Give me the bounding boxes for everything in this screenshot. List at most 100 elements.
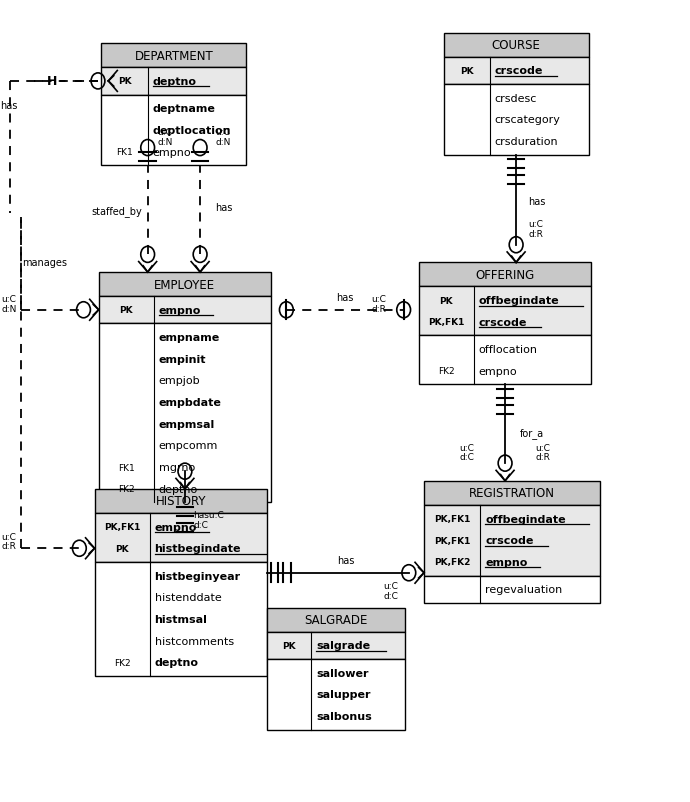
Bar	[267, 608, 405, 632]
Text: FK2: FK2	[438, 367, 455, 376]
Text: histcomments: histcomments	[155, 636, 234, 646]
Text: HISTORY: HISTORY	[155, 495, 206, 508]
Text: PK: PK	[440, 296, 453, 306]
Text: d:C: d:C	[460, 452, 475, 462]
Bar	[267, 632, 405, 659]
Text: offbegindate: offbegindate	[485, 514, 566, 524]
Bar	[95, 562, 267, 676]
Text: d:R: d:R	[1, 541, 17, 551]
Text: crsduration: crsduration	[495, 137, 558, 147]
Bar	[444, 34, 589, 58]
Text: empjob: empjob	[159, 376, 200, 386]
Text: hasu:C: hasu:C	[193, 510, 224, 520]
Text: histbegindate: histbegindate	[155, 544, 241, 553]
Text: u:C: u:C	[215, 128, 230, 137]
Bar	[419, 336, 591, 385]
Text: crscode: crscode	[479, 318, 527, 327]
Text: PK: PK	[115, 544, 129, 553]
Text: u:C: u:C	[1, 532, 17, 541]
Bar	[424, 481, 600, 505]
Bar	[99, 324, 271, 503]
Text: for_a: for_a	[520, 427, 544, 439]
Text: empmsal: empmsal	[159, 419, 215, 429]
Text: deptlocation: deptlocation	[152, 126, 231, 136]
Text: has: has	[0, 101, 17, 111]
Text: empno: empno	[152, 148, 191, 157]
Text: empinit: empinit	[159, 354, 206, 364]
Bar	[101, 44, 246, 68]
Text: u:C: u:C	[371, 294, 386, 304]
Text: u:C: u:C	[529, 220, 544, 229]
Text: FK2: FK2	[118, 484, 135, 494]
Text: crsdesc: crsdesc	[495, 94, 538, 103]
Text: salupper: salupper	[316, 690, 371, 699]
Text: PK,FK2: PK,FK2	[434, 557, 471, 567]
Text: empcomm: empcomm	[159, 441, 218, 451]
Text: empno: empno	[159, 306, 201, 315]
Text: deptname: deptname	[152, 104, 215, 114]
Text: u:C: u:C	[157, 128, 172, 137]
Text: u:C: u:C	[384, 581, 398, 590]
Text: has: has	[337, 555, 354, 565]
Text: crscode: crscode	[495, 67, 543, 76]
Text: d:N: d:N	[157, 137, 172, 147]
Bar	[424, 505, 600, 576]
Text: histmsal: histmsal	[155, 614, 208, 624]
Bar	[419, 263, 591, 287]
Text: d:N: d:N	[215, 137, 230, 147]
Text: SALGRADE: SALGRADE	[304, 614, 368, 626]
Text: d:C: d:C	[384, 591, 398, 600]
Bar	[95, 513, 267, 562]
Text: empno: empno	[479, 367, 518, 376]
Bar	[101, 68, 246, 95]
Text: d:N: d:N	[1, 304, 17, 314]
Text: has: has	[336, 293, 354, 302]
Text: FK1: FK1	[118, 463, 135, 472]
Text: empno: empno	[485, 557, 528, 567]
Bar	[95, 489, 267, 513]
Text: histenddate: histenddate	[155, 593, 221, 602]
Text: offbegindate: offbegindate	[479, 296, 560, 306]
Bar	[99, 297, 271, 324]
Text: sallower: sallower	[316, 668, 368, 678]
Text: staffed_by: staffed_by	[91, 206, 142, 217]
Text: histbeginyear: histbeginyear	[155, 571, 241, 581]
Text: d:R: d:R	[529, 229, 544, 239]
Text: REGISTRATION: REGISTRATION	[469, 487, 555, 500]
Text: offlocation: offlocation	[479, 345, 538, 354]
Text: COURSE: COURSE	[492, 39, 540, 52]
Text: deptno: deptno	[155, 658, 199, 667]
Bar	[444, 58, 589, 85]
Text: PK: PK	[282, 641, 296, 650]
Text: d:C: d:C	[193, 520, 208, 529]
Bar	[267, 659, 405, 730]
Text: u:C: u:C	[1, 294, 17, 304]
Bar	[424, 576, 600, 603]
Bar	[419, 287, 591, 336]
Text: empname: empname	[159, 333, 220, 342]
Text: deptno: deptno	[159, 484, 198, 494]
Text: has: has	[529, 196, 546, 206]
Bar	[444, 85, 589, 156]
Text: u:C: u:C	[535, 443, 551, 452]
Text: PK: PK	[118, 77, 131, 87]
Text: DEPARTMENT: DEPARTMENT	[135, 50, 213, 63]
Bar	[101, 95, 246, 166]
Text: PK: PK	[460, 67, 473, 76]
Text: regevaluation: regevaluation	[485, 585, 562, 594]
Text: OFFERING: OFFERING	[475, 269, 535, 282]
Text: crscategory: crscategory	[495, 115, 561, 125]
Text: d:R: d:R	[535, 452, 551, 462]
Text: PK: PK	[119, 306, 133, 315]
Text: mgrno: mgrno	[159, 463, 195, 472]
Text: crscode: crscode	[485, 536, 533, 545]
Text: empbdate: empbdate	[159, 398, 221, 407]
Text: PK,FK1: PK,FK1	[434, 536, 471, 545]
Text: PK,FK1: PK,FK1	[104, 522, 140, 532]
Text: PK,FK1: PK,FK1	[428, 318, 464, 327]
Text: EMPLOYEE: EMPLOYEE	[155, 278, 215, 291]
Text: salgrade: salgrade	[316, 641, 370, 650]
Text: d:R: d:R	[371, 304, 386, 314]
Text: H: H	[46, 75, 57, 88]
Bar	[99, 273, 271, 297]
